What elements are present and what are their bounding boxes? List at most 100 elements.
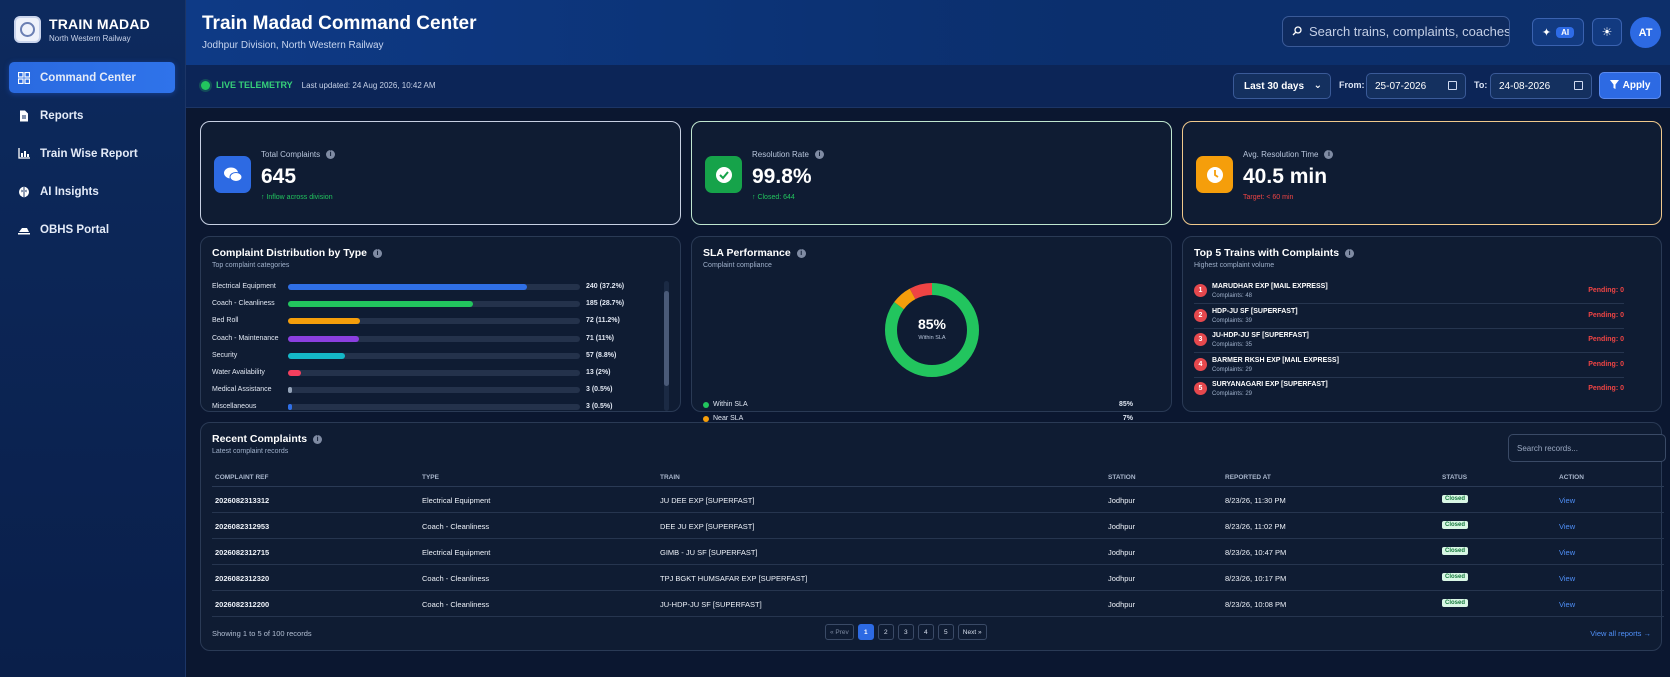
cell-train: JU DEE EXP [SUPERFAST] — [660, 496, 755, 505]
page-button[interactable]: 3 — [897, 624, 914, 640]
records-search-input[interactable] — [1508, 434, 1666, 462]
cell-ref: 2026082312320 — [215, 574, 270, 583]
train-pending: Pending: 0 — [1588, 385, 1624, 392]
recent-complaints-panel: Recent Complaints i Latest complaint reco… — [200, 422, 1666, 651]
distribution-row: Bed Roll 72 (11.2%) — [212, 315, 632, 327]
search-input[interactable] — [1309, 24, 1509, 39]
brand-title: TRAIN MADAD — [49, 15, 150, 32]
train-row[interactable]: 5 SURYANAGARI EXP [SUPERFAST] Complaints: … — [1194, 378, 1624, 402]
global-search[interactable] — [1282, 16, 1510, 47]
panel-subtitle: Top complaint categories — [212, 262, 290, 269]
cell-station: Jodhpur — [1108, 496, 1136, 505]
apply-label: Apply — [1622, 80, 1651, 91]
info-icon[interactable]: i — [814, 150, 824, 159]
train-row[interactable]: 1 MARUDHAR EXP [MAIL EXPRESS] Complaints: … — [1194, 280, 1624, 304]
legend-dot-icon — [703, 402, 709, 408]
column-header[interactable]: ACTION — [1559, 474, 1584, 481]
from-date-input[interactable]: 25-07-2026 — [1366, 73, 1466, 99]
column-header[interactable]: TRAIN — [660, 474, 680, 481]
from-label: From: — [1339, 80, 1365, 90]
donut-slice-breached[interactable] — [885, 283, 979, 377]
sidebar-item-obhs-portal[interactable]: OBHS Portal — [9, 214, 175, 245]
brand[interactable]: TRAIN MADAD North Western Railway — [0, 0, 185, 58]
prev-page-button[interactable]: « Prev — [825, 624, 854, 640]
progress-fill — [288, 335, 359, 342]
to-date-input[interactable]: 24-08-2026 — [1490, 73, 1592, 99]
view-link[interactable]: View — [1559, 522, 1576, 531]
sla-donut-chart: 85% Within SLA — [885, 283, 979, 377]
theme-toggle-button[interactable]: ☀ — [1592, 18, 1622, 46]
cell-train: TPJ BGKT HUMSAFAR EXP [SUPERFAST] — [660, 574, 808, 583]
rank-badge: 1 — [1194, 284, 1207, 297]
sidebar-item-ai-insights[interactable]: AI Insights — [9, 176, 175, 207]
filter-icon — [1609, 79, 1619, 92]
date-range-select[interactable]: Last 30 days ⌄ — [1233, 73, 1331, 99]
table-row[interactable]: 2026082313312 Electrical Equipment JU DEE … — [212, 487, 1664, 513]
view-link[interactable]: View — [1559, 496, 1576, 505]
info-icon[interactable]: i — [326, 150, 336, 159]
legend-value: 7% — [1122, 414, 1133, 422]
column-header[interactable]: STATION — [1108, 474, 1136, 481]
page-button[interactable]: 1 — [857, 624, 874, 640]
apply-button[interactable]: Apply — [1599, 72, 1661, 99]
info-icon[interactable]: i — [796, 248, 806, 258]
sidebar-item-label: Command Center — [40, 71, 136, 84]
view-link[interactable]: View — [1559, 600, 1576, 609]
train-name: HDP-JU SF [SUPERFAST] — [1212, 307, 1298, 315]
train-complaints: Complaints: 48 — [1212, 293, 1253, 299]
sidebar-item-reports[interactable]: Reports — [9, 100, 175, 131]
sidebar-item-label: Reports — [40, 109, 84, 122]
sidebar-item-train-wise-report[interactable]: Train Wise Report — [9, 138, 175, 169]
kpi-label: Resolution Rate i — [752, 150, 824, 159]
table-row[interactable]: 2026082312320 Coach - Cleanliness TPJ BGKT… — [212, 565, 1664, 591]
column-header[interactable]: REPORTED AT — [1225, 474, 1271, 481]
kpi-value: 645 — [261, 165, 297, 188]
column-header[interactable]: TYPE — [422, 474, 439, 481]
view-link[interactable]: View — [1559, 574, 1576, 583]
column-header[interactable]: STATUS — [1442, 474, 1468, 481]
next-page-button[interactable]: Next » — [957, 624, 987, 640]
page-button[interactable]: 5 — [937, 624, 954, 640]
table-row[interactable]: 2026082312953 Coach - Cleanliness DEE JU E… — [212, 513, 1664, 539]
legend-dot-icon — [703, 415, 709, 422]
table-row[interactable]: 2026082312715 Electrical Equipment GIMB - … — [212, 539, 1664, 565]
column-header[interactable]: COMPLAINT REF — [215, 474, 269, 481]
info-icon[interactable]: i — [372, 248, 382, 258]
railway-logo-icon — [14, 15, 41, 43]
cell-reported: 8/23/26, 10:08 PM — [1225, 600, 1287, 609]
live-telemetry: LIVE TELEMETRY Last updated: 24 Aug 2026… — [201, 80, 436, 90]
distribution-row: Medical Assistance 3 (0.5%) — [212, 384, 632, 396]
train-name: BARMER RKSH EXP [MAIL EXPRESS] — [1212, 356, 1339, 364]
train-row[interactable]: 4 BARMER RKSH EXP [MAIL EXPRESS] Complaint… — [1194, 354, 1624, 378]
kpi-resolution-rate[interactable]: Resolution Rate i 99.8% ↑ Closed: 644 — [691, 121, 1172, 225]
view-all-reports-link[interactable]: View all reports → — [1590, 629, 1651, 638]
view-link[interactable]: View — [1559, 548, 1576, 557]
page-button[interactable]: 4 — [917, 624, 934, 640]
sidebar-item-label: OBHS Portal — [40, 223, 110, 236]
progress-fill — [288, 370, 301, 376]
table-row[interactable]: 2026082312200 Coach - Cleanliness JU-HDP-J… — [212, 591, 1664, 617]
info-icon[interactable]: i — [1345, 248, 1355, 258]
train-row[interactable]: 2 HDP-JU SF [SUPERFAST] Complaints: 39 Pend… — [1194, 305, 1624, 329]
ai-assistant-button[interactable]: ✦ AI — [1532, 18, 1584, 46]
kpi-avg-resolution-time[interactable]: Avg. Resolution Time i 40.5 min Target: <… — [1182, 121, 1662, 225]
category-value: 3 (0.5%) — [586, 386, 613, 394]
category-label: Bed Roll — [212, 317, 239, 325]
kpi-value: 40.5 min — [1243, 165, 1328, 188]
page-button[interactable]: 2 — [877, 624, 894, 640]
info-icon[interactable]: i — [1324, 150, 1334, 159]
cell-station: Jodhpur — [1108, 600, 1136, 609]
progress-track — [288, 370, 580, 376]
kpi-sub: ↑ Closed: 644 — [752, 194, 795, 201]
status-badge: Closed — [1442, 599, 1469, 607]
category-value: 3 (0.5%) — [586, 403, 613, 411]
legend-value: 85% — [1118, 401, 1133, 408]
legend-item: Near SLA 7% — [703, 414, 1133, 425]
sidebar-item-command-center[interactable]: Command Center — [9, 62, 175, 93]
scrollbar[interactable] — [664, 281, 669, 411]
avatar[interactable]: AT — [1630, 17, 1661, 48]
info-icon[interactable]: i — [313, 434, 323, 444]
scrollbar-thumb[interactable] — [664, 291, 669, 386]
kpi-total-complaints[interactable]: Total Complaints i 645 ↑ Inflow across di… — [200, 121, 681, 225]
train-row[interactable]: 3 JU-HDP-JU SF [SUPERFAST] Complaints: 35 P… — [1194, 329, 1624, 353]
